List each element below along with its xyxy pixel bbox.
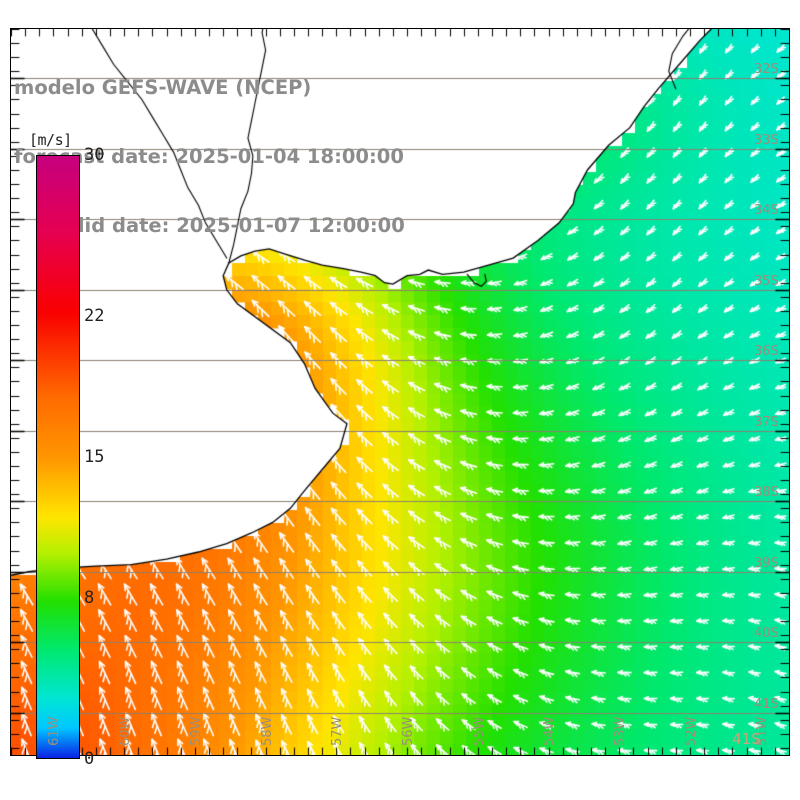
colorbar-tick-30: 30: [84, 145, 105, 165]
lat-tick-39S: 39S: [754, 555, 779, 571]
wind-speed-field: [11, 29, 789, 755]
lat-tick-37S: 37S: [754, 414, 779, 430]
lon-tick-52W: 52W: [683, 716, 699, 746]
lon-tick-59W: 59W: [188, 716, 204, 746]
colorbar-tick-0: 0: [84, 749, 95, 769]
lat-tick-34S: 34S: [754, 203, 779, 219]
lon-tick-61W: 61W: [47, 716, 63, 746]
lat-tick-40S: 40S: [754, 626, 779, 642]
lon-tick-53W: 53W: [613, 716, 629, 746]
colorbar-tick-15: 15: [84, 447, 105, 467]
lon-tick-57W: 57W: [330, 716, 346, 746]
colorbar-gradient: [36, 155, 80, 759]
lon-tick-56W: 56W: [401, 716, 416, 746]
lon-tick-60W: 60W: [118, 716, 134, 746]
corner-lat-label: 41S: [732, 730, 761, 748]
lat-tick-33S: 33S: [754, 132, 779, 148]
lat-tick-35S: 35S: [754, 273, 779, 289]
colorbar: [36, 155, 80, 759]
map-plot-frame: [10, 28, 790, 756]
colorbar-units: [m/s]: [29, 131, 72, 149]
colorbar-tick-22: 22: [84, 306, 105, 327]
lat-tick-36S: 36S: [754, 344, 779, 360]
lat-tick-41S: 41S: [754, 696, 779, 712]
lon-tick-54W: 54W: [542, 716, 558, 746]
lat-tick-32S: 32S: [754, 62, 779, 78]
lon-tick-58W: 58W: [259, 716, 275, 746]
lon-tick-55W: 55W: [471, 716, 487, 746]
colorbar-tick-8: 8: [84, 587, 95, 608]
lat-tick-38S: 38S: [754, 485, 779, 501]
